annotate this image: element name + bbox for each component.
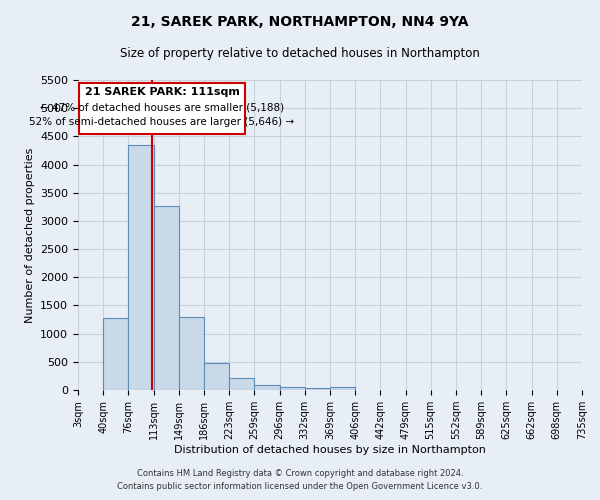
Bar — [254, 385, 280, 390]
Bar — [204, 363, 229, 390]
Text: Contains public sector information licensed under the Open Government Licence v3: Contains public sector information licen… — [118, 482, 482, 491]
Bar — [154, 206, 179, 390]
Bar — [128, 145, 154, 390]
Text: Size of property relative to detached houses in Northampton: Size of property relative to detached ho… — [120, 48, 480, 60]
Text: 21 SAREK PARK: 111sqm: 21 SAREK PARK: 111sqm — [85, 86, 239, 97]
Bar — [305, 388, 330, 390]
Y-axis label: Number of detached properties: Number of detached properties — [25, 148, 35, 322]
Text: 52% of semi-detached houses are larger (5,646) →: 52% of semi-detached houses are larger (… — [29, 117, 295, 127]
X-axis label: Distribution of detached houses by size in Northampton: Distribution of detached houses by size … — [174, 445, 486, 455]
Bar — [179, 318, 204, 390]
Text: Contains HM Land Registry data © Crown copyright and database right 2024.: Contains HM Land Registry data © Crown c… — [137, 468, 463, 477]
Bar — [229, 378, 254, 390]
Bar — [280, 387, 305, 390]
Text: 21, SAREK PARK, NORTHAMPTON, NN4 9YA: 21, SAREK PARK, NORTHAMPTON, NN4 9YA — [131, 15, 469, 29]
Bar — [103, 318, 128, 390]
FancyBboxPatch shape — [79, 83, 245, 134]
Bar — [330, 387, 355, 390]
Text: ← 47% of detached houses are smaller (5,188): ← 47% of detached houses are smaller (5,… — [40, 102, 284, 113]
